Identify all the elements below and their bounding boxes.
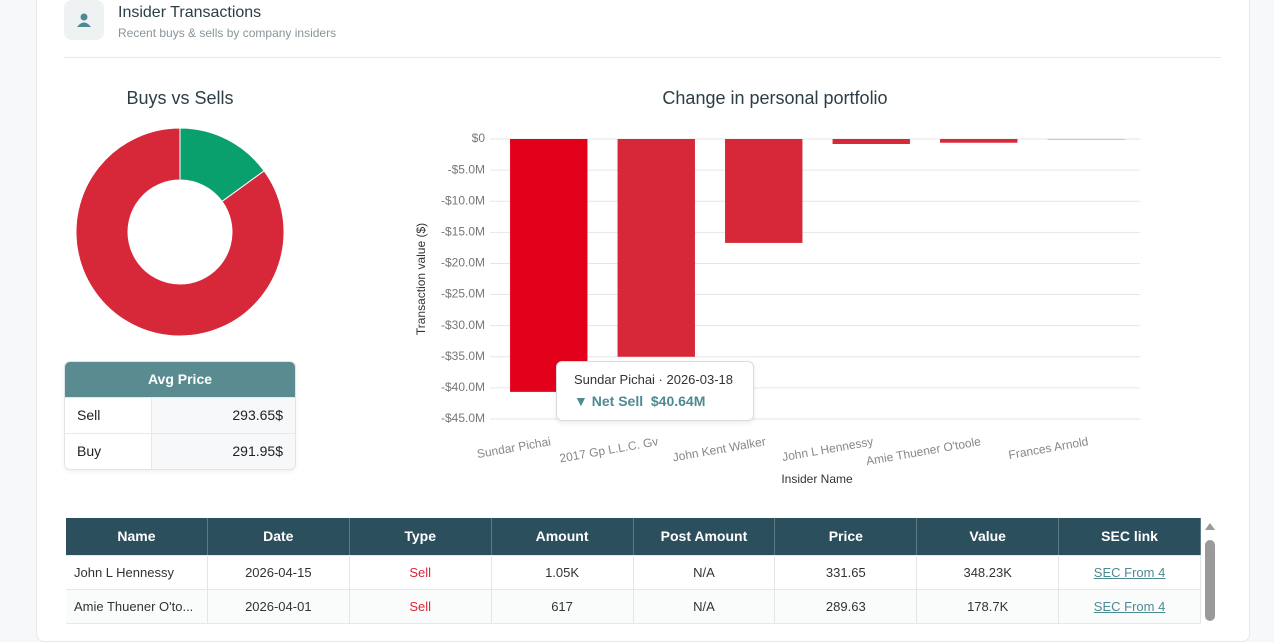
table-cell: 617 bbox=[492, 590, 634, 623]
column-header: Date bbox=[208, 518, 350, 555]
table-cell: 1.05K bbox=[492, 556, 634, 589]
table-cell: 2026-04-15 bbox=[208, 556, 350, 589]
tooltip-value: $40.64M bbox=[651, 393, 705, 409]
y-tick-label: -$15.0M bbox=[441, 225, 485, 239]
bar bbox=[618, 139, 695, 357]
bar bbox=[940, 139, 1017, 143]
y-tick-label: -$35.0M bbox=[441, 349, 485, 363]
sec-link[interactable]: SEC From 4 bbox=[1059, 556, 1201, 589]
tooltip-body: ▼ Net Sell $40.64M bbox=[574, 393, 753, 409]
page: {"header": {"title": "Insider Transactio… bbox=[0, 0, 1274, 621]
avg-price-value: 291.95$ bbox=[152, 434, 295, 469]
tooltip: Sundar Pichai · 2026-03-18 ▼ Net Sell $4… bbox=[556, 361, 754, 421]
table-cell: Amie Thuener O'to... bbox=[66, 590, 208, 623]
table-cell: 289.63 bbox=[775, 590, 917, 623]
column-header: Type bbox=[350, 518, 492, 555]
donut-title: Buys vs Sells bbox=[126, 88, 233, 108]
y-tick-label: -$30.0M bbox=[441, 318, 485, 332]
x-tick-label: John Kent Walker bbox=[672, 434, 767, 464]
column-header: Amount bbox=[492, 518, 634, 555]
y-tick-label: -$20.0M bbox=[441, 256, 485, 270]
avg-price-label: Buy bbox=[65, 434, 152, 469]
x-axis-label: Insider Name bbox=[781, 472, 853, 486]
column-header: Post Amount bbox=[634, 518, 776, 555]
table-cell: 331.65 bbox=[775, 556, 917, 589]
x-tick-label: John L Hennessy bbox=[781, 434, 874, 464]
bar-title: Change in personal portfolio bbox=[662, 88, 887, 108]
y-tick-label: -$40.0M bbox=[441, 380, 485, 394]
table-cell: Sell bbox=[350, 590, 492, 623]
tooltip-heading: Sundar Pichai · 2026-03-18 bbox=[574, 372, 753, 387]
tooltip-label: Net Sell bbox=[592, 393, 643, 409]
y-tick-label: -$45.0M bbox=[441, 411, 485, 425]
bar bbox=[510, 139, 587, 392]
y-tick-label: -$5.0M bbox=[448, 162, 485, 176]
column-header: Name bbox=[66, 518, 208, 555]
x-tick-label: Amie Thuener O'toole bbox=[865, 434, 982, 468]
avg-price-header: Avg Price bbox=[65, 362, 295, 397]
x-tick-label: 2017 Gp L.L.C. Gv bbox=[558, 434, 659, 465]
x-tick-label: Frances Arnold bbox=[1007, 434, 1089, 462]
y-axis-label: Transaction value ($) bbox=[414, 223, 428, 335]
x-tick-label: Sundar Pichai bbox=[476, 434, 552, 461]
column-header: Price bbox=[775, 518, 917, 555]
y-tick-label: -$25.0M bbox=[441, 287, 485, 301]
y-tick-label: $0 bbox=[472, 131, 486, 145]
table-cell: 2026-04-01 bbox=[208, 590, 350, 623]
bar bbox=[833, 139, 910, 144]
table-cell: N/A bbox=[634, 590, 776, 623]
table-cell: N/A bbox=[634, 556, 776, 589]
column-header: Value bbox=[917, 518, 1059, 555]
scrollbar[interactable] bbox=[1203, 518, 1217, 621]
avg-price-label: Sell bbox=[65, 398, 152, 433]
table-cell: Sell bbox=[350, 556, 492, 589]
bar bbox=[725, 139, 802, 243]
avg-price-value: 293.65$ bbox=[152, 398, 295, 433]
column-header: SEC link bbox=[1059, 518, 1201, 555]
table-cell: 348.23K bbox=[917, 556, 1059, 589]
y-tick-label: -$10.0M bbox=[441, 193, 485, 207]
table-cell: John L Hennessy bbox=[66, 556, 208, 589]
sec-link[interactable]: SEC From 4 bbox=[1059, 590, 1201, 623]
table-cell: 178.7K bbox=[917, 590, 1059, 623]
